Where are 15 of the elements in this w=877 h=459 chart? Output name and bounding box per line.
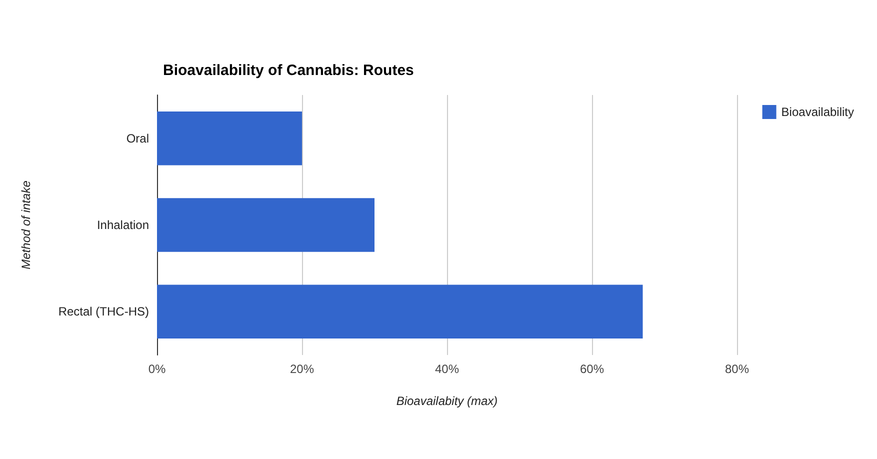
chart-title: Bioavailability of Cannabis: Routes [163,62,414,79]
y-tick-label: Inhalation [96,218,149,232]
bar [157,111,302,166]
x-tick-label: 0% [148,362,166,376]
y-tick-label: Oral [126,131,149,146]
bar [157,198,374,252]
y-tick-label: Rectal (THC-HS) [58,304,149,319]
x-tick-label: 60% [580,362,604,376]
x-tick-label: 20% [290,362,314,376]
y-axis-title: Method of intake [19,180,33,270]
x-tick-label: 40% [434,362,460,376]
bar [157,284,643,339]
legend-label: Bioavailability [781,105,854,119]
x-tick-label: 80% [724,362,750,376]
x-axis-title: Bioavailabity (max) [396,394,498,408]
